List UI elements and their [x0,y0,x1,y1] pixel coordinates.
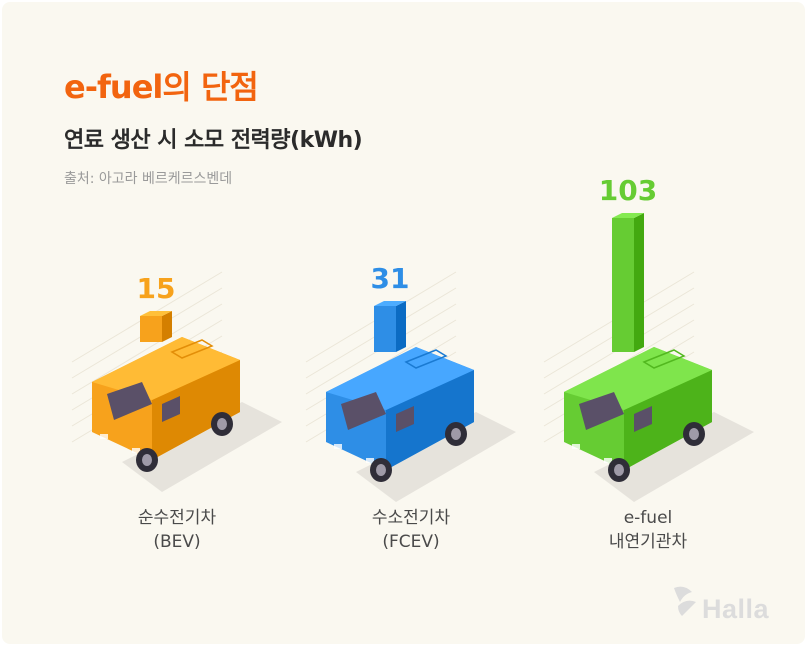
halla-logo-icon [674,586,696,616]
chart-title: e-fuel의 단점 [64,68,259,106]
brand-wordmark: Halla [702,594,770,624]
category-label-bev-line1: 순수전기차 [137,508,217,528]
van-side-efuel [624,370,712,470]
van-headlight-bev [100,434,108,439]
van-roof-efuel [564,347,712,410]
van-headlight-bev [132,448,140,453]
van-side-window-bev [162,396,180,422]
category-label-efuel: e-fuel 내연기관차 [563,506,733,554]
van-wheel-hub-efuel [614,464,624,476]
van-wheel-hub-efuel [689,428,699,440]
bar-top-bev [140,311,172,316]
van-wheel-hub-fcev [451,428,461,440]
value-label-bev: 15 [137,272,176,305]
van-headlight-efuel [572,444,580,449]
van-windshield-efuel [579,392,624,430]
van-wheel-hub-bev [217,418,227,430]
bar-fcev [374,306,396,352]
bar-top-efuel [612,213,644,218]
van-wheel-hub-bev [142,454,152,466]
ground-shadow [122,402,282,492]
bar-side-bev [162,311,172,342]
hatch-line [71,303,223,395]
category-label-bev: 순수전기차 (BEV) [92,506,262,554]
van-roof-hatch-fcev [404,349,448,369]
bar-side-fcev [396,301,406,352]
van-roof-bev [92,337,240,400]
chart-subtitle: 연료 생산 시 소모 전력량(kWh) [64,128,363,153]
category-label-fcev: 수소전기차 (FCEV) [326,506,496,554]
van-roof-hatch-efuel [642,349,686,369]
category-label-fcev-line2: (FCEV) [382,532,440,552]
van-side-bev [152,360,240,460]
van-side-window-fcev [396,406,414,432]
bar-top-fcev [374,301,406,306]
van-windshield-bev [107,382,152,420]
category-label-efuel-line2: 내연기관차 [608,532,688,552]
value-label-efuel: 103 [599,174,657,207]
van-wheel-hub-fcev [376,464,386,476]
ground-shadow [356,412,516,502]
bar-bev [140,316,162,342]
value-label-fcev: 31 [371,262,410,295]
category-label-efuel-line1: e-fuel [623,508,673,528]
van-side-window-efuel [634,406,652,432]
van-windshield-fcev [341,392,386,430]
van-roof-hatch-bev [170,339,214,359]
van-headlight-fcev [366,458,374,463]
source-note: 출처: 아고라 베르케르스벤데 [64,171,233,187]
bar-side-efuel [634,213,644,352]
van-roof-fcev [326,347,474,410]
category-label-bev-line2: (BEV) [153,532,201,552]
ground-shadow [594,412,754,502]
van-headlight-efuel [604,458,612,463]
bar-efuel [612,218,634,352]
category-label-fcev-line1: 수소전기차 [371,508,451,528]
van-side-fcev [386,370,474,470]
van-headlight-fcev [334,444,342,449]
